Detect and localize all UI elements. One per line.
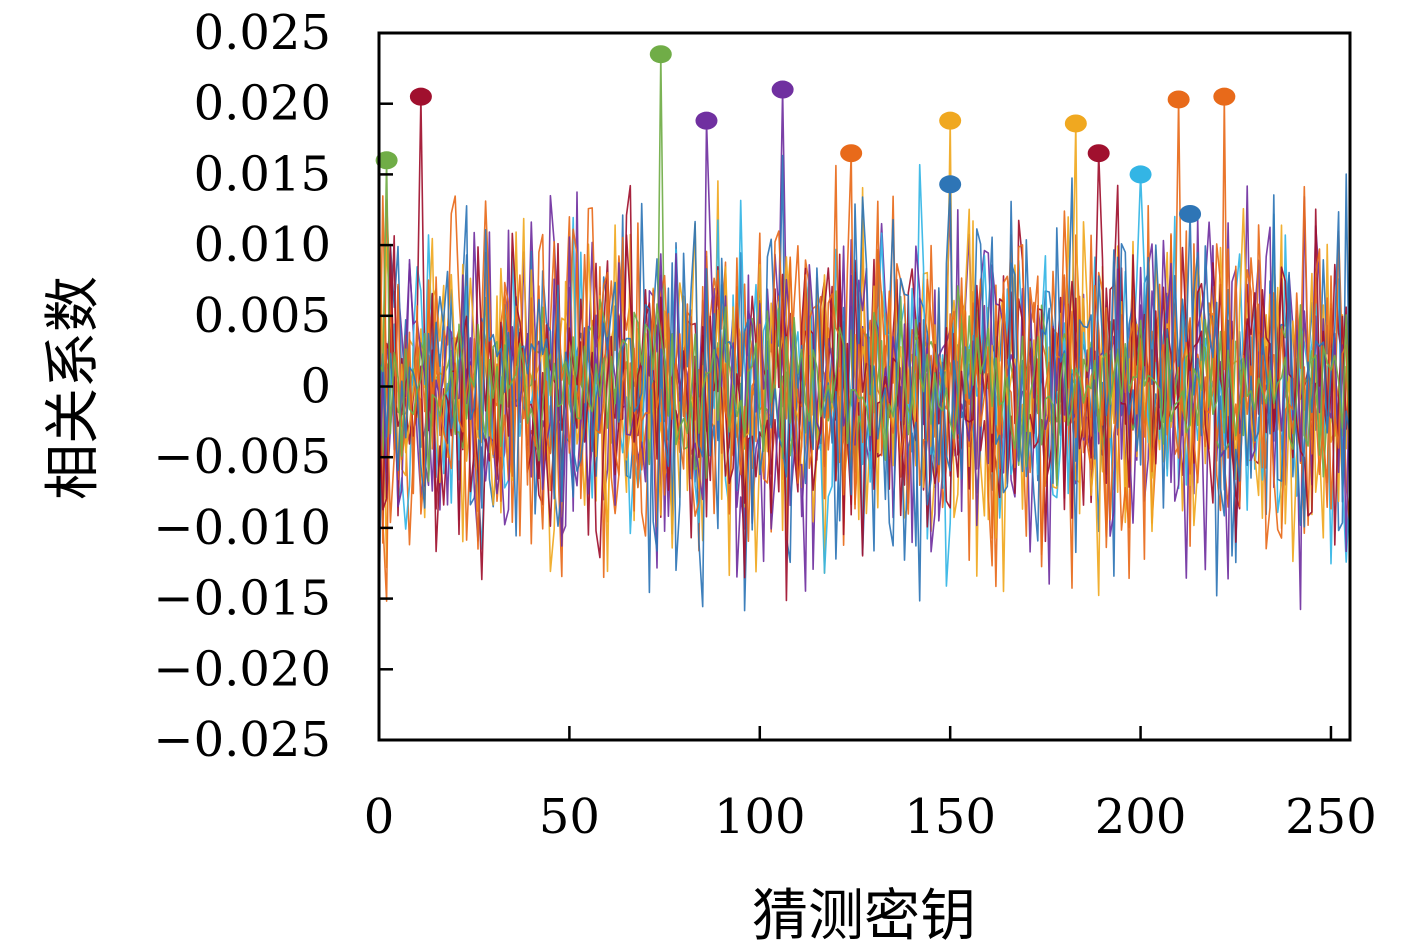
y-axis: 0.025 0.020 0.015 0.010 0.005 0 −0.005 −0.010 −0… (153, 5, 393, 768)
series-layer (378, 53, 1351, 612)
y-tick-label: 0.005 (194, 288, 331, 344)
peak-marker (1167, 90, 1190, 109)
series-line-14 (378, 159, 1351, 487)
peak-marker (695, 111, 718, 130)
y-tick-label: −0.005 (153, 429, 331, 485)
x-axis-title: 猜测密钥 (752, 884, 976, 949)
x-tick-label: 100 (714, 789, 806, 845)
x-tick-label: 250 (1285, 789, 1377, 845)
y-tick-label: 0.015 (194, 146, 331, 202)
x-tick-label: 50 (539, 789, 600, 845)
peak-marker (939, 111, 962, 130)
y-tick-label: −0.015 (153, 571, 331, 627)
y-tick-label: −0.025 (153, 712, 331, 768)
y-tick-label: 0.010 (194, 217, 331, 273)
series-line-9 (378, 152, 1351, 602)
peak-marker (649, 45, 672, 64)
series-line-8 (378, 122, 1351, 597)
y-tick-label: −0.010 (153, 500, 331, 556)
peak-marker (840, 144, 863, 163)
peak-marker (939, 175, 962, 194)
y-tick-label: 0 (300, 359, 331, 415)
x-tick-label: 0 (364, 789, 395, 845)
y-tick-label: 0.020 (194, 76, 331, 132)
x-axis: 0 50 100 150 200 250 (364, 726, 1377, 845)
peak-marker (1129, 165, 1152, 184)
peak-marker (1064, 114, 1087, 133)
peak-marker (1213, 87, 1236, 106)
series-line-13 (378, 194, 1351, 602)
peak-marker (1087, 144, 1110, 163)
y-tick-label: −0.020 (153, 641, 331, 697)
peak-marker (1179, 204, 1202, 223)
series-line-12 (378, 98, 1351, 561)
marker-layer (375, 45, 1236, 223)
peak-marker (375, 151, 398, 170)
peak-marker (409, 87, 432, 106)
x-tick-label: 200 (1095, 789, 1187, 845)
x-tick-label: 150 (904, 789, 996, 845)
peak-marker (771, 80, 794, 99)
series-line-4 (378, 154, 1351, 612)
y-axis-title: 相关系数 (41, 276, 106, 500)
y-tick-label: 0.025 (194, 5, 331, 61)
